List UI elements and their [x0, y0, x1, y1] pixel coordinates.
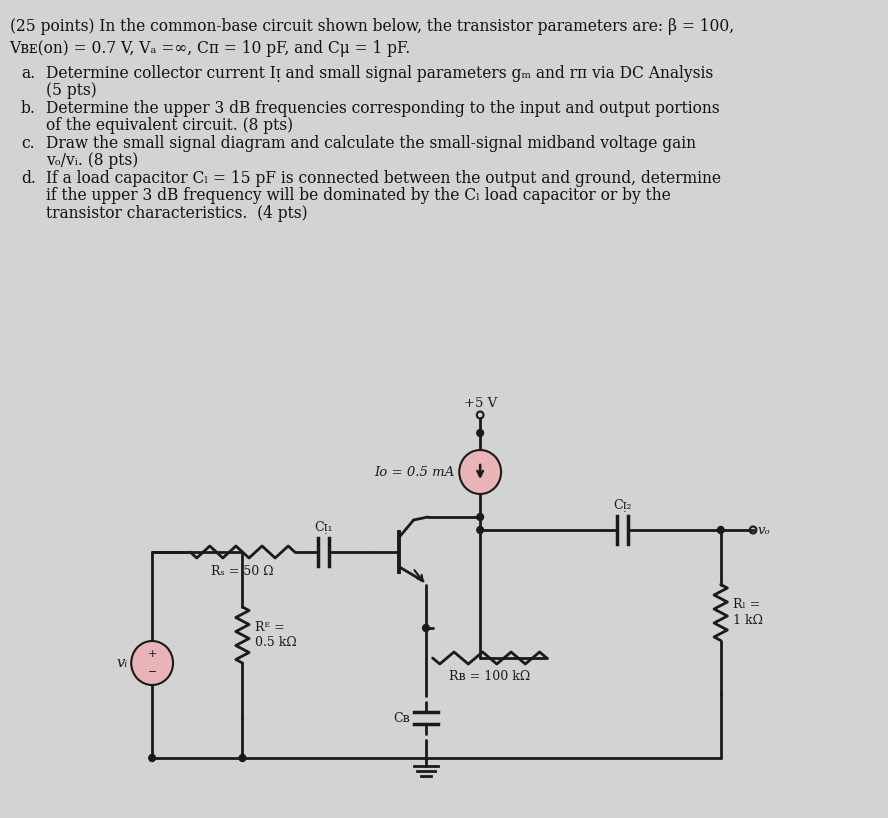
Text: vₒ/vᵢ. (8 pts): vₒ/vᵢ. (8 pts): [45, 152, 138, 169]
Text: Rₛ = 50 Ω: Rₛ = 50 Ω: [211, 565, 274, 578]
Text: a.: a.: [21, 65, 35, 82]
Text: c.: c.: [21, 135, 35, 152]
Text: d.: d.: [21, 170, 36, 187]
Text: Cʙ: Cʙ: [393, 712, 409, 725]
Circle shape: [477, 429, 483, 437]
Text: b.: b.: [21, 100, 36, 117]
Text: vₒ: vₒ: [757, 524, 771, 537]
Text: of the equivalent circuit. (8 pts): of the equivalent circuit. (8 pts): [45, 117, 293, 134]
Text: +: +: [147, 649, 157, 659]
Text: If a load capacitor Cₗ = 15 pF is connected between the output and ground, deter: If a load capacitor Cₗ = 15 pF is connec…: [45, 170, 721, 187]
Text: Cᴉ₁: Cᴉ₁: [314, 521, 332, 534]
Text: Determine collector current Iᴉ and small signal parameters gₘ and rπ via DC Anal: Determine collector current Iᴉ and small…: [45, 65, 713, 82]
Text: transistor characteristics.  (4 pts): transistor characteristics. (4 pts): [45, 205, 307, 222]
Circle shape: [477, 514, 483, 520]
Text: Vʙᴇ(on) = 0.7 V, Vₐ =∞, Cπ = 10 pF, and Cμ = 1 pF.: Vʙᴇ(on) = 0.7 V, Vₐ =∞, Cπ = 10 pF, and …: [10, 40, 411, 57]
Text: −: −: [147, 667, 157, 677]
Circle shape: [239, 754, 246, 762]
Text: +5 V: +5 V: [464, 397, 496, 410]
Text: Rᴱ =
0.5 kΩ: Rᴱ = 0.5 kΩ: [255, 621, 297, 649]
Text: (25 points) In the common-base circuit shown below, the transistor parameters ar: (25 points) In the common-base circuit s…: [10, 18, 733, 35]
Text: Iᴏ = 0.5 mA: Iᴏ = 0.5 mA: [374, 465, 455, 479]
Text: Determine the upper 3 dB frequencies corresponding to the input and output porti: Determine the upper 3 dB frequencies cor…: [45, 100, 719, 117]
Circle shape: [423, 624, 429, 631]
Circle shape: [149, 754, 155, 762]
Text: Draw the small signal diagram and calculate the small-signal midband voltage gai: Draw the small signal diagram and calcul…: [45, 135, 695, 152]
Text: (5 pts): (5 pts): [45, 82, 97, 99]
Text: if the upper 3 dB frequency will be dominated by the Cₗ load capacitor or by the: if the upper 3 dB frequency will be domi…: [45, 187, 670, 204]
Circle shape: [459, 450, 501, 494]
Text: Cᴉ₂: Cᴉ₂: [614, 499, 632, 512]
Text: vᵢ: vᵢ: [116, 656, 127, 670]
Circle shape: [477, 527, 483, 533]
Text: Rʙ = 100 kΩ: Rʙ = 100 kΩ: [449, 670, 530, 683]
Circle shape: [131, 641, 173, 685]
Circle shape: [718, 527, 724, 533]
Text: Rₗ =
1 kΩ: Rₗ = 1 kΩ: [733, 599, 763, 627]
